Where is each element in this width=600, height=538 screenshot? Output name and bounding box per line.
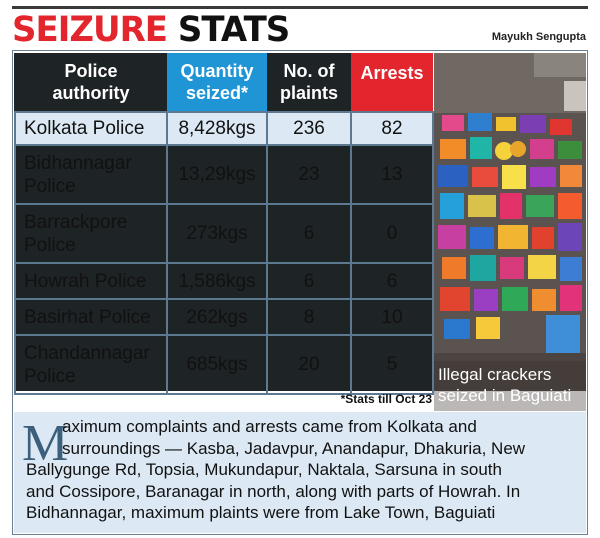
table-row: Kolkata Police 8,428kgs 236 82 xyxy=(14,111,434,146)
cell-quantity: 8,428kgs xyxy=(166,111,268,146)
header-plaints: No. of plaints xyxy=(267,53,351,112)
title-red: SEIZURE xyxy=(12,9,168,51)
cell-arrests: 6 xyxy=(350,262,434,300)
photo-caption: Illegal crackers seized in Baguiati xyxy=(434,361,586,411)
cell-authority: Barrackpore Police xyxy=(14,203,168,264)
cell-arrests: 0 xyxy=(350,203,434,264)
stats-table: Police authority Quantity seized* No. of pl… xyxy=(14,53,434,395)
stats-footnote: *Stats till Oct 23 xyxy=(340,392,432,406)
cell-quantity: 13,29kgs xyxy=(166,144,268,205)
table-row: Barrackpore Police 273kgs 6 0 xyxy=(14,203,434,264)
table-row: Chandannagar Police 685kgs 20 5 xyxy=(14,334,434,395)
header-quantity: Quantity seized* xyxy=(167,53,267,112)
summary-line: surroundings — Kasba, Jadavpur, Anandapu… xyxy=(62,438,526,458)
cell-quantity: 685kgs xyxy=(166,334,268,395)
cell-quantity: 1,586kgs xyxy=(166,262,268,300)
cell-quantity: 262kgs xyxy=(166,298,268,336)
title-black: STATS xyxy=(177,9,290,51)
cell-plaints: 236 xyxy=(266,111,352,146)
cell-plaints: 20 xyxy=(266,334,352,395)
cell-authority: Kolkata Police xyxy=(14,111,168,146)
cell-arrests: 82 xyxy=(350,111,434,146)
drop-cap: M xyxy=(22,415,69,472)
header-arrests: Arrests xyxy=(351,53,433,112)
summary-line: aximum complaints and arrests came from … xyxy=(62,417,477,436)
summary-line: and Cossipore, Baranagar in north, along… xyxy=(26,481,521,501)
cell-authority: Basirhat Police xyxy=(14,298,168,336)
summary-box: M aximum complaints and arrests came fro… xyxy=(14,412,586,533)
crackers-photo xyxy=(434,53,586,391)
cell-plaints: 23 xyxy=(266,144,352,205)
page-title: SEIZURE STATS xyxy=(12,9,290,51)
table-row: Bidhannagar Police 13,29kgs 23 13 xyxy=(14,144,434,205)
cell-arrests: 10 xyxy=(350,298,434,336)
top-rule xyxy=(12,6,588,9)
cell-arrests: 5 xyxy=(350,334,434,395)
cell-plaints: 6 xyxy=(266,203,352,264)
table-row: Howrah Police 1,586kgs 6 6 xyxy=(14,262,434,300)
table-row: Basirhat Police 262kgs 8 10 xyxy=(14,298,434,336)
stats-table-wrapper: Police authority Quantity seized* No. of pl… xyxy=(14,53,434,395)
cell-authority: Howrah Police xyxy=(14,262,168,300)
crackers-photo-illustration xyxy=(434,53,586,391)
cell-arrests: 13 xyxy=(350,144,434,205)
header-authority: Police authority xyxy=(15,53,167,112)
table-header-row: Police authority Quantity seized* No. of pl… xyxy=(15,53,433,112)
cell-plaints: 8 xyxy=(266,298,352,336)
cell-authority: Bidhannagar Police xyxy=(14,144,168,205)
summary-line: Ballygunge Rd, Topsia, Mukundapur, Nakta… xyxy=(26,460,502,479)
cell-quantity: 273kgs xyxy=(166,203,268,264)
photo-credit: Mayukh Sengupta xyxy=(491,31,586,43)
cell-plaints: 6 xyxy=(266,262,352,300)
cell-authority: Chandannagar Police xyxy=(14,334,168,395)
summary-text: aximum complaints and arrests came from … xyxy=(26,416,580,524)
summary-line: Bidhannagar, maximum plaints were from L… xyxy=(26,503,496,522)
